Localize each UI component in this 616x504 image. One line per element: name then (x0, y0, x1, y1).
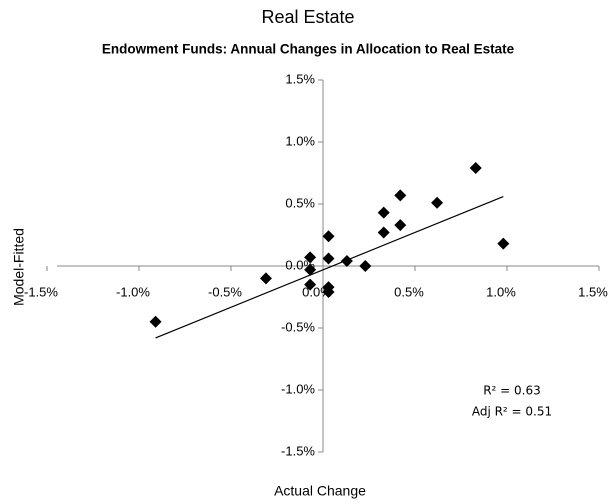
y-tick-label: 0.5% (285, 195, 315, 210)
x-tick-label: -1.5% (24, 284, 58, 299)
point (149, 315, 162, 328)
point (359, 260, 372, 272)
point (377, 226, 390, 239)
annotation: Adj R² = 0.51 (472, 405, 552, 419)
y-tick-label: 1.0% (285, 133, 315, 148)
point (431, 196, 444, 209)
x-tick-label: -0.5% (208, 284, 242, 299)
point (322, 252, 335, 265)
x-tick-label: 1.5% (578, 284, 608, 299)
point (394, 219, 407, 232)
y-tick-label: 1.5% (285, 71, 315, 86)
trendline (155, 196, 504, 339)
y-tick-label: -1.0% (281, 381, 315, 396)
point (497, 237, 510, 250)
x-tick-label: 0.5% (394, 284, 424, 299)
point (469, 162, 482, 175)
point (259, 272, 272, 285)
point (304, 263, 317, 276)
point (304, 251, 317, 264)
point (322, 286, 335, 299)
x-tick-label: -1.0% (116, 284, 150, 299)
x-axis-title: Actual Change (274, 483, 366, 499)
y-tick-label: -1.5% (281, 443, 315, 458)
chart-title: Real Estate (261, 7, 354, 27)
point (377, 206, 390, 219)
point (340, 255, 353, 268)
point (304, 278, 317, 291)
annotation: R² = 0.63 (483, 384, 541, 398)
y-tick-label: -0.5% (281, 319, 315, 334)
chart-subtitle: Endowment Funds: Annual Changes in Alloc… (102, 42, 515, 57)
x-tick-label: 1.0% (486, 284, 516, 299)
point (394, 189, 407, 202)
y-axis-title: Model-Fitted (11, 228, 27, 306)
point (322, 230, 335, 243)
